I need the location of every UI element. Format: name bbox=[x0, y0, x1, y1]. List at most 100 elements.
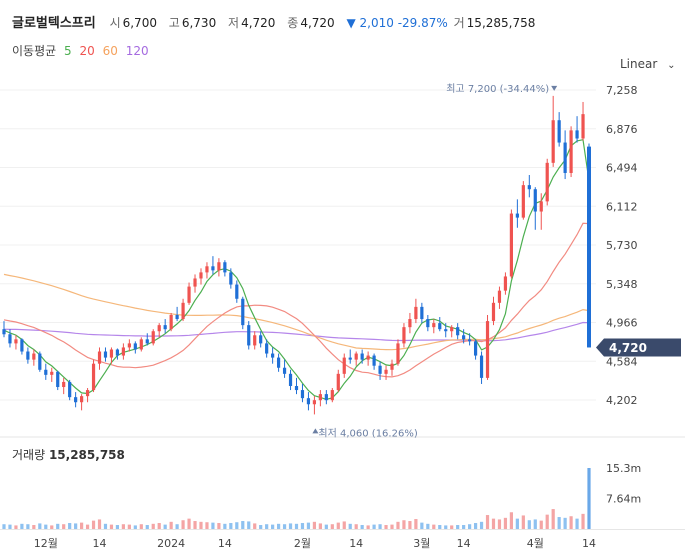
ma-legend-120[interactable]: 120 bbox=[125, 44, 149, 58]
candle-body bbox=[420, 306, 424, 320]
volume-bar bbox=[97, 519, 102, 529]
volume-bar bbox=[20, 523, 24, 529]
volume-bar bbox=[366, 525, 370, 529]
candle-body bbox=[169, 314, 173, 330]
candle-body bbox=[366, 355, 370, 360]
ma-legend[interactable]: 이동평균 5 20 60 120 bbox=[12, 42, 153, 59]
scale-selector[interactable]: Linear ⌄ bbox=[620, 57, 676, 71]
chevron-down-icon: ⌄ bbox=[667, 60, 676, 71]
volume-bar bbox=[527, 520, 531, 529]
volume-bar bbox=[259, 525, 263, 529]
candle-body bbox=[229, 272, 233, 285]
volume-bar bbox=[68, 523, 72, 529]
current-price-tag bbox=[596, 338, 681, 357]
candle-body bbox=[241, 298, 245, 326]
candle-body bbox=[85, 390, 90, 397]
candle-body bbox=[68, 381, 72, 398]
price-tick-label: 4,966 bbox=[606, 317, 638, 330]
candle-body bbox=[533, 189, 537, 212]
volume-bar bbox=[330, 524, 334, 529]
volume-bar bbox=[103, 523, 108, 529]
volume-bar bbox=[402, 520, 406, 529]
candle-body bbox=[223, 262, 227, 273]
candle-body bbox=[139, 339, 143, 350]
ma-legend-60[interactable]: 60 bbox=[102, 44, 118, 58]
candle-body bbox=[509, 213, 513, 277]
candle-body bbox=[396, 343, 400, 364]
candle-body bbox=[312, 400, 317, 405]
candle-body bbox=[348, 357, 352, 360]
volume-panel-label: 거래량 bbox=[12, 448, 46, 462]
candle-body bbox=[211, 266, 215, 271]
volume-bar bbox=[587, 468, 591, 529]
volume-bar bbox=[56, 523, 60, 529]
volume-value: 15,285,758 bbox=[466, 16, 536, 30]
candle-body bbox=[217, 262, 221, 271]
volume-bar bbox=[354, 524, 358, 529]
volume-bar bbox=[50, 525, 54, 529]
candle-body bbox=[557, 120, 561, 143]
candle-body bbox=[247, 325, 251, 346]
current-price-label: 4,720 bbox=[609, 341, 647, 355]
volume-bar bbox=[324, 524, 328, 529]
candle-body bbox=[205, 266, 209, 273]
volume-bar bbox=[217, 523, 221, 529]
candle-body bbox=[300, 390, 305, 399]
volume-bar bbox=[271, 524, 275, 529]
candle-body bbox=[485, 321, 490, 378]
price-tick-label: 6,494 bbox=[606, 162, 638, 175]
candle-body bbox=[50, 371, 54, 375]
candle-body bbox=[181, 302, 185, 320]
open-value: 6,700 bbox=[122, 16, 157, 30]
candle-body bbox=[145, 339, 149, 344]
candle-body bbox=[473, 341, 478, 356]
candle-body bbox=[497, 290, 502, 303]
volume-bar bbox=[479, 521, 484, 529]
x-tick-label: 4월 bbox=[527, 537, 544, 550]
volume-bar bbox=[199, 521, 203, 529]
candle-body bbox=[193, 278, 197, 287]
volume-bar bbox=[360, 525, 364, 529]
candle-body bbox=[444, 329, 448, 332]
candle-body bbox=[294, 386, 299, 391]
candle-body bbox=[587, 146, 591, 348]
volume-bar bbox=[247, 521, 251, 529]
x-tick-label: 14 bbox=[457, 537, 471, 550]
x-tick-label: 2024 bbox=[157, 537, 185, 550]
volume-bar bbox=[241, 521, 245, 529]
price-tick-label: 7,258 bbox=[606, 84, 638, 97]
candle-body bbox=[426, 319, 430, 328]
volume-bar bbox=[235, 522, 239, 529]
volume-bar bbox=[157, 523, 161, 529]
x-tick-label: 2월 bbox=[294, 537, 311, 550]
volume-bar bbox=[127, 524, 131, 529]
change-value: ▼ 2,010 -29.87% bbox=[346, 16, 448, 30]
ma-legend-20[interactable]: 20 bbox=[79, 44, 95, 58]
candle-body bbox=[491, 302, 496, 322]
volume-bar bbox=[378, 524, 382, 529]
candle-body bbox=[26, 351, 30, 360]
volume-bar bbox=[509, 512, 513, 529]
volume-bar bbox=[503, 517, 508, 529]
candle-body bbox=[187, 286, 191, 303]
volume-bar bbox=[551, 509, 555, 529]
volume-bar bbox=[414, 519, 418, 529]
candle-body bbox=[97, 351, 102, 364]
x-tick-label: 14 bbox=[349, 537, 363, 550]
volume-bar bbox=[420, 522, 424, 529]
volume-bar bbox=[265, 524, 269, 529]
volume-bar bbox=[497, 519, 502, 529]
volume-bar bbox=[121, 524, 125, 529]
ma-legend-5[interactable]: 5 bbox=[64, 44, 72, 58]
volume-bar bbox=[300, 523, 305, 529]
candle-body bbox=[569, 130, 573, 173]
candle-body bbox=[276, 357, 281, 368]
candle-body bbox=[199, 272, 203, 279]
candle-body bbox=[551, 120, 555, 163]
volume-bar bbox=[294, 523, 299, 529]
volume-bar bbox=[468, 524, 472, 529]
candle-body bbox=[432, 323, 436, 328]
ma-20-line bbox=[3, 222, 590, 378]
open-label: 시 bbox=[109, 16, 121, 30]
